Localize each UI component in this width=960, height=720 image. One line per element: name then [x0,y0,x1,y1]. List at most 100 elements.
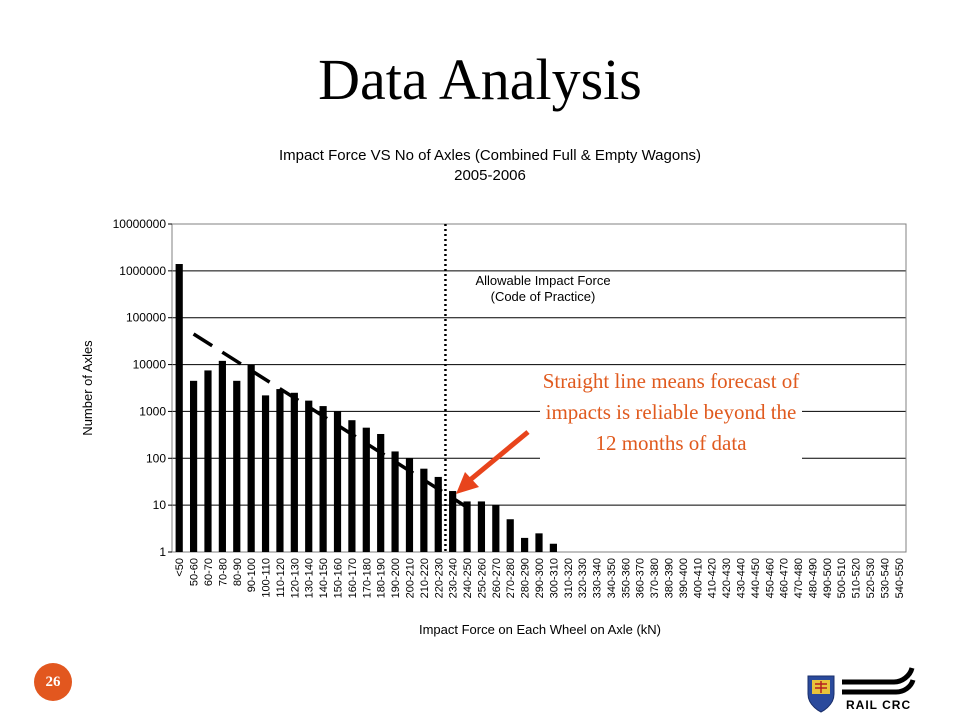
y-tick-label: 10000 [133,358,167,372]
x-tick-label: 470-480 [793,558,805,598]
x-tick-label: 320-330 [577,558,589,598]
x-tick-label: 300-310 [548,558,560,598]
bar [377,433,385,552]
chart-title-line1: Impact Force VS No of Axles (Combined Fu… [278,147,702,164]
logo-text: RAIL CRC [846,698,912,712]
x-tick-label: 530-540 [879,558,891,598]
bar [506,519,514,552]
x-tick-label: 350-360 [620,558,632,598]
bar [362,427,370,552]
y-tick-label: 1000 [139,404,166,418]
bar [449,491,457,552]
crest-icon [807,675,835,713]
x-tick-label: 440-450 [750,558,762,598]
trend-line [192,332,468,509]
x-tick-label: 450-460 [764,558,776,598]
bar [549,543,557,552]
x-tick-label: 430-440 [735,558,747,598]
bar [492,505,500,552]
x-tick-label: 70-80 [217,558,229,586]
bar [261,395,270,552]
x-tick-label: 370-380 [649,558,661,598]
slide-title: Data Analysis [318,47,642,112]
x-tick-label: 90-100 [246,558,258,592]
x-tick-label: 410-420 [707,558,719,598]
x-axis-label: Impact Force on Each Wheel on Axle (kN) [419,622,661,637]
bar [405,458,414,552]
x-tick-label: 420-430 [721,558,733,598]
x-tick-label: 490-500 [822,558,834,598]
bar [434,476,442,552]
bar [420,468,428,552]
x-tick-label: 110-120 [275,558,287,598]
y-tick-label: 10 [153,498,167,512]
x-tick-label: 520-530 [865,558,877,598]
x-tick-label: 290-300 [534,558,546,598]
x-tick-label: 150-160 [333,558,345,598]
x-tick-label: 400-410 [692,558,704,598]
chart-title: Impact Force VS No of Axles (Combined Fu… [170,146,810,186]
rail-crc-logo [807,667,916,713]
y-axis-ticks: 1 10 100 1000 10000 100000 1000000 10000000 [113,217,172,559]
x-tick-label: 270-280 [505,558,517,598]
x-tick-label: 340-350 [606,558,618,598]
rail-lines-icon [842,667,916,695]
x-tick-label: 240-250 [462,558,474,598]
x-tick-label: 80-90 [232,558,244,586]
slide-number-badge: 26 [34,663,72,701]
y-tick-label: 100 [146,451,166,465]
bar-series [175,264,557,552]
bar [348,420,356,552]
callout-text: Straight line means forecast of impacts … [540,366,802,459]
x-tick-label: 220-230 [433,558,445,598]
bar [233,380,241,552]
x-tick-label: 280-290 [520,558,532,598]
bar [305,400,313,552]
bar [189,380,198,552]
y-tick-label: 1000000 [119,264,166,278]
arrow-icon [456,430,530,494]
x-tick-label: 100-110 [261,558,273,598]
x-tick-label: 460-470 [779,558,791,598]
x-tick-label: 210-220 [419,558,431,598]
x-tick-label: 170-180 [361,558,373,598]
x-tick-label: 540-550 [894,558,906,598]
x-tick-label: 500-510 [836,558,848,598]
x-tick-label: 140-150 [318,558,330,598]
bar [463,501,471,552]
bar [175,264,183,552]
x-tick-label: 330-340 [592,558,604,598]
x-tick-label: 310-320 [563,558,575,598]
bar [247,364,255,552]
x-tick-label: 360-370 [635,558,647,598]
bar [276,389,284,552]
x-tick-label: 390-400 [678,558,690,598]
x-tick-label: 120-130 [289,558,301,598]
allowable-force-sublabel: (Code of Practice) [491,289,596,304]
x-tick-label: 180-190 [376,558,388,598]
chart-title-line2: 2005-2006 [454,167,526,184]
bar [477,501,486,552]
bar [391,451,399,552]
bar [290,392,298,552]
bar [204,370,212,552]
x-tick-label: 60-70 [203,558,215,586]
y-tick-label: 1 [159,545,166,559]
allowable-force-label: Allowable Impact Force [475,273,610,288]
x-tick-label: 200-210 [404,558,416,598]
y-tick-label: 10000000 [113,217,167,231]
x-tick-label: 160-170 [347,558,359,598]
x-tick-label: 480-490 [807,558,819,598]
x-tick-label: 190-200 [390,558,402,598]
bar [218,360,226,552]
x-tick-label: 230-240 [448,558,460,598]
x-tick-label: 260-270 [491,558,503,598]
y-tick-label: 100000 [126,311,166,325]
x-tick-label: 250-260 [476,558,488,598]
bar [319,406,327,552]
x-axis-ticks: <50 50-60 60-70 70-80 80-90 90-100 100-110 110-… [174,558,906,598]
x-tick-label: 130-140 [304,558,316,598]
bar [535,533,543,552]
y-axis-label: Number of Axles [80,340,95,436]
